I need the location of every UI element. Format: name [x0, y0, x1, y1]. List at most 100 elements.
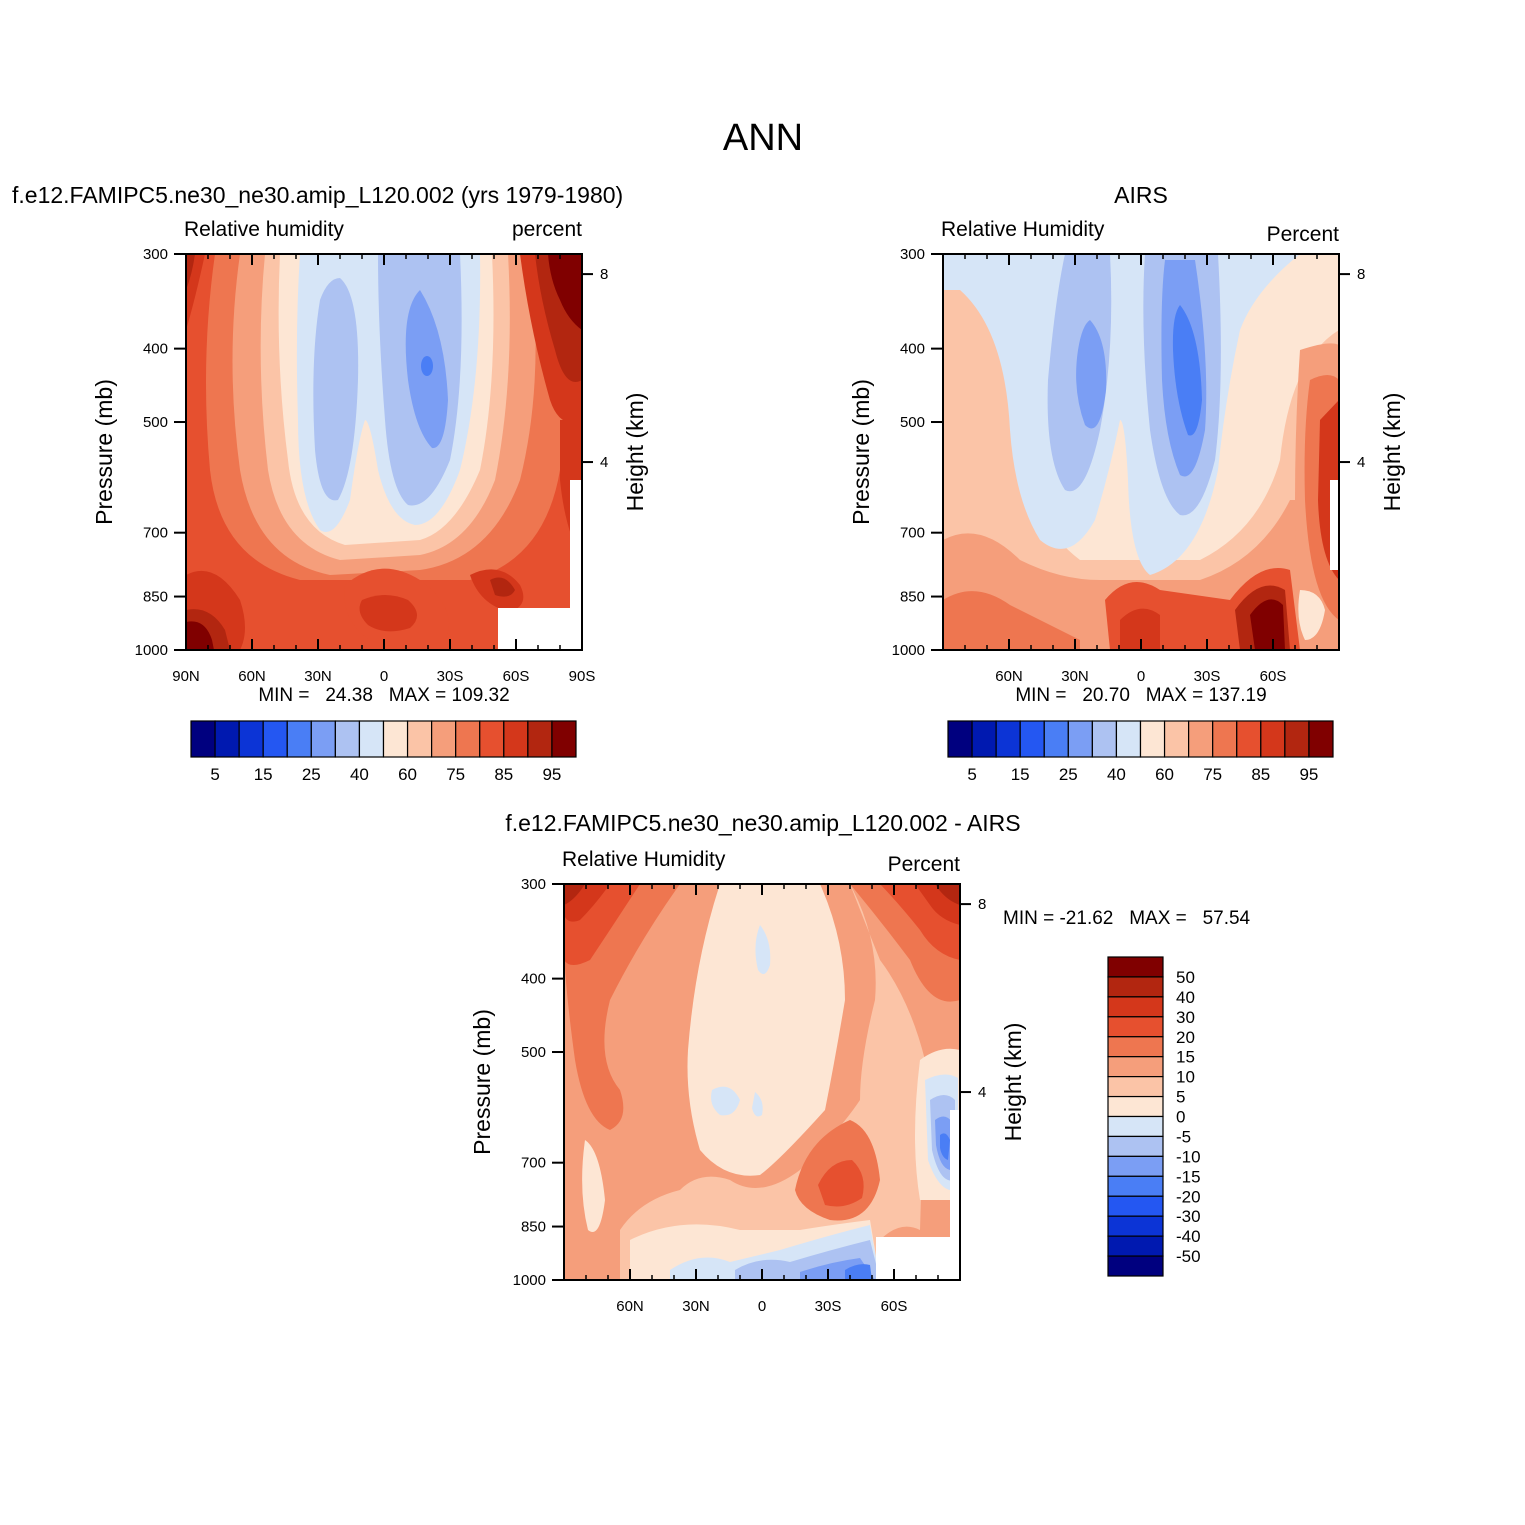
colorbar-label: -40: [1176, 1227, 1201, 1246]
model-stats: MIN = 24.38 MAX = 109.32: [258, 685, 509, 706]
diff-panel: f.e12.FAMIPC5.ne30_ne30.amip_L120.002 - …: [469, 810, 1251, 1315]
colorbar-label: 15: [1011, 765, 1030, 784]
main-title: ANN: [723, 117, 803, 159]
diff-y2label: Height (km): [1000, 1023, 1026, 1142]
y-tick-label: 400: [143, 341, 168, 358]
model-contour-field: [186, 254, 582, 650]
colorbar-label: 15: [1176, 1048, 1195, 1067]
contour-band: [935, 884, 960, 905]
contour-band: [1076, 320, 1107, 429]
obs-axes: 60N 30N 0 30S 60S 300 400 500 700 850 1000 8 4: [892, 246, 1366, 685]
colorbar-label: 25: [1059, 765, 1078, 784]
obs-title: AIRS: [1114, 182, 1168, 208]
contour-band: [490, 577, 515, 597]
contour-band: [186, 254, 195, 290]
colorbar-swatch: [1107, 1036, 1164, 1058]
colorbar-swatch: [503, 720, 529, 758]
y-tick-label: 300: [900, 246, 925, 263]
x-tick-label: 30S: [815, 1298, 842, 1315]
obs-y2label: Height (km): [1379, 393, 1405, 512]
diff-stats: MIN = -21.62 MAX = 57.54: [1003, 908, 1251, 929]
colorbar-swatch: [1107, 1135, 1164, 1157]
colorbar-swatch: [1107, 1016, 1164, 1038]
y-tick-label: 700: [143, 525, 168, 542]
colorbar-label: 25: [302, 765, 321, 784]
colorbar-swatch: [947, 720, 973, 758]
x-tick-label: 0: [380, 668, 388, 685]
colorbar-swatch: [1107, 1255, 1164, 1277]
obs-stats: MIN = 20.70 MAX = 137.19: [1015, 685, 1266, 706]
contour-band: [548, 254, 582, 330]
x-tick-label: 60S: [503, 668, 530, 685]
colorbar-swatch: [455, 720, 481, 758]
colorbar-label: 5: [1176, 1088, 1185, 1107]
colorbar-label: -20: [1176, 1187, 1201, 1206]
obs-ylabel: Pressure (mb): [848, 379, 874, 525]
colorbar-swatch: [1107, 1076, 1164, 1098]
obs-panel: AIRS Relative Humidity Percent 60N 30N 0: [848, 182, 1405, 784]
colorbar-label: 60: [1155, 765, 1174, 784]
contour-band: [421, 356, 433, 376]
colorbar-label: 40: [350, 765, 369, 784]
colorbar-label: 15: [254, 765, 273, 784]
colorbar-swatch: [334, 720, 361, 758]
colorbar-swatch: [406, 720, 433, 758]
colorbar-swatch: [1308, 720, 1334, 758]
colorbar-swatch: [527, 720, 553, 758]
colorbar-swatch: [358, 720, 385, 758]
y-tick-label: 400: [900, 341, 925, 358]
colorbar-swatch: [1107, 1195, 1164, 1217]
model-subtitle-right: percent: [512, 218, 582, 241]
colorbar-swatch: [1067, 720, 1093, 758]
model-axes: 90N 60N 30N 0 30S 60S 90S 300 400 500 700 850 1000 8 4: [135, 246, 609, 685]
colorbar-swatch: [1212, 720, 1238, 758]
x-tick-label: 60N: [616, 1298, 644, 1315]
x-tick-label: 90S: [569, 668, 596, 685]
diff-title: f.e12.FAMIPC5.ne30_ne30.amip_L120.002 - …: [505, 810, 1020, 836]
y2-tick-label: 4: [600, 454, 608, 471]
colorbar-label: 5: [967, 765, 976, 784]
colorbar-swatch: [1107, 956, 1164, 978]
x-tick-label: 90N: [172, 668, 200, 685]
colorbar-label: 50: [1176, 968, 1195, 987]
x-tick-label: 60S: [881, 1298, 908, 1315]
colorbar-swatch: [1163, 720, 1190, 758]
colorbar-label: -50: [1176, 1247, 1201, 1266]
y2-tick-label: 8: [1357, 266, 1365, 283]
obs-contour-field: [943, 254, 1339, 650]
colorbar-swatch: [971, 720, 997, 758]
contour-band: [1120, 608, 1160, 650]
colorbar-label: -30: [1176, 1207, 1201, 1226]
y-tick-label: 700: [521, 1155, 546, 1172]
colorbar-swatch: [310, 720, 336, 758]
diff-contour-field: [564, 884, 960, 1280]
missing-data: [876, 1237, 960, 1280]
obs-subtitle-left: Relative Humidity: [941, 218, 1105, 241]
contour-band: [359, 595, 418, 632]
y-tick-label: 850: [521, 1219, 546, 1236]
colorbar-label: 75: [446, 765, 465, 784]
y2-tick-label: 4: [1357, 454, 1365, 471]
x-tick-label: 30N: [304, 668, 332, 685]
colorbar-swatch: [1019, 720, 1045, 758]
colorbar-swatch: [238, 720, 264, 758]
colorbar-swatch: [551, 720, 577, 758]
y-tick-label: 700: [900, 525, 925, 542]
colorbar-swatch: [1236, 720, 1262, 758]
colorbar-label: 5: [210, 765, 219, 784]
colorbar-swatch: [1139, 720, 1166, 758]
colorbar-label: 60: [398, 765, 417, 784]
colorbar-swatch: [1107, 1115, 1164, 1138]
colorbar-label: 85: [494, 765, 513, 784]
y-tick-label: 1000: [513, 1272, 546, 1289]
model-title: f.e12.FAMIPC5.ne30_ne30.amip_L120.002 (y…: [12, 182, 623, 208]
x-tick-label: 30N: [682, 1298, 710, 1315]
y-tick-label: 300: [521, 876, 546, 893]
colorbar-label: 30: [1176, 1008, 1195, 1027]
colorbar-label: 85: [1251, 765, 1270, 784]
contour-band: [752, 1092, 763, 1117]
colorbar-swatch: [190, 720, 216, 758]
model-panel: f.e12.FAMIPC5.ne30_ne30.amip_L120.002 (y…: [12, 182, 648, 784]
contour-band: [755, 925, 771, 974]
